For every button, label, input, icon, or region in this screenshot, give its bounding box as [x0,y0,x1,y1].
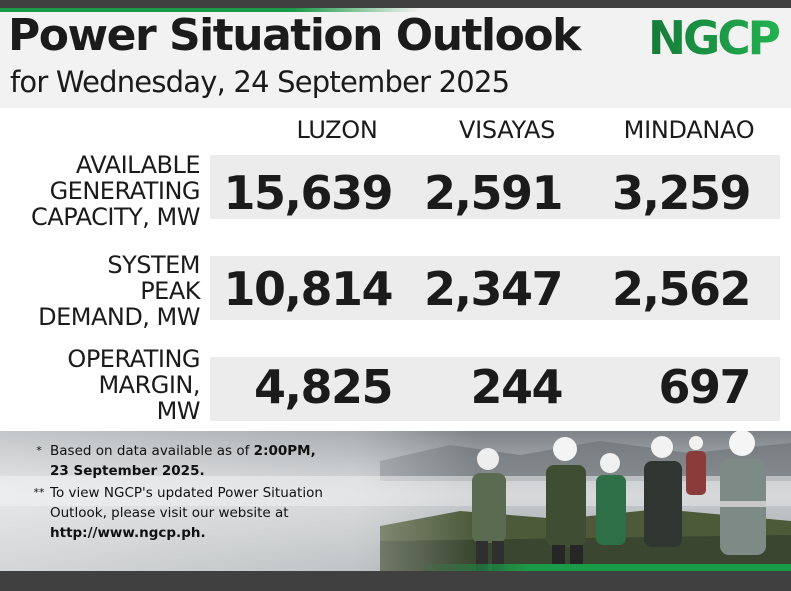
row-band [210,357,780,421]
footnote-date: 23 September 2025. [50,463,205,479]
row-label-peak-demand: SYSTEM PEAK DEMAND, MW [38,251,200,331]
value-visayas-capacity: 2,591 [423,166,564,220]
crew-photo: * Based on data available as of 2:00PM, … [0,431,791,571]
value-luzon-demand: 10,814 [223,262,393,316]
footnote-text: Outlook, please visit our website at [50,505,289,521]
value-mindanao-capacity: 3,259 [611,166,752,220]
footnote-data-time: * Based on data available as of 2:00PM, … [30,441,370,481]
logo-text: NGCP [648,14,779,60]
page-title: Power Situation Outlook [8,10,581,61]
row-band [210,256,780,320]
value-mindanao-demand: 2,562 [611,262,752,316]
top-bar [0,0,791,8]
bottom-accent-stripe [420,564,791,571]
footnote-text: Based on data available as of [50,443,254,459]
value-mindanao-margin: 697 [658,360,751,414]
value-visayas-demand: 2,347 [423,262,564,316]
footnote-website: ** To view NGCP's updated Power Situatio… [30,483,370,543]
page-subtitle: for Wednesday, 24 September 2025 [10,65,510,99]
website-link[interactable]: http://www.ngcp.ph. [50,525,206,541]
column-header-visayas: VISAYAS [458,116,556,144]
value-luzon-margin: 4,825 [253,360,394,414]
column-header-mindanao: MINDANAO [623,116,755,144]
footnote-text: To view NGCP's updated Power Situation [50,485,323,501]
value-luzon-capacity: 15,639 [223,166,393,220]
crew-photo-illustration [0,431,791,571]
row-label-operating-margin: OPERATING MARGIN, MW [67,345,200,425]
row-label-available-capacity: AVAILABLE GENERATING CAPACITY, MW [31,151,200,231]
ngcp-logo: NGCP [648,14,780,60]
row-band [210,155,780,219]
bottom-bar [0,571,791,591]
top-accent-stripe [0,8,420,12]
column-header-luzon: LUZON [296,116,378,144]
value-visayas-margin: 244 [470,360,563,414]
footnote-double-asterisk: ** [33,486,45,499]
footnote-time: 2:00PM, [253,443,316,459]
header-band [0,8,791,108]
footnote-asterisk: * [36,444,42,457]
